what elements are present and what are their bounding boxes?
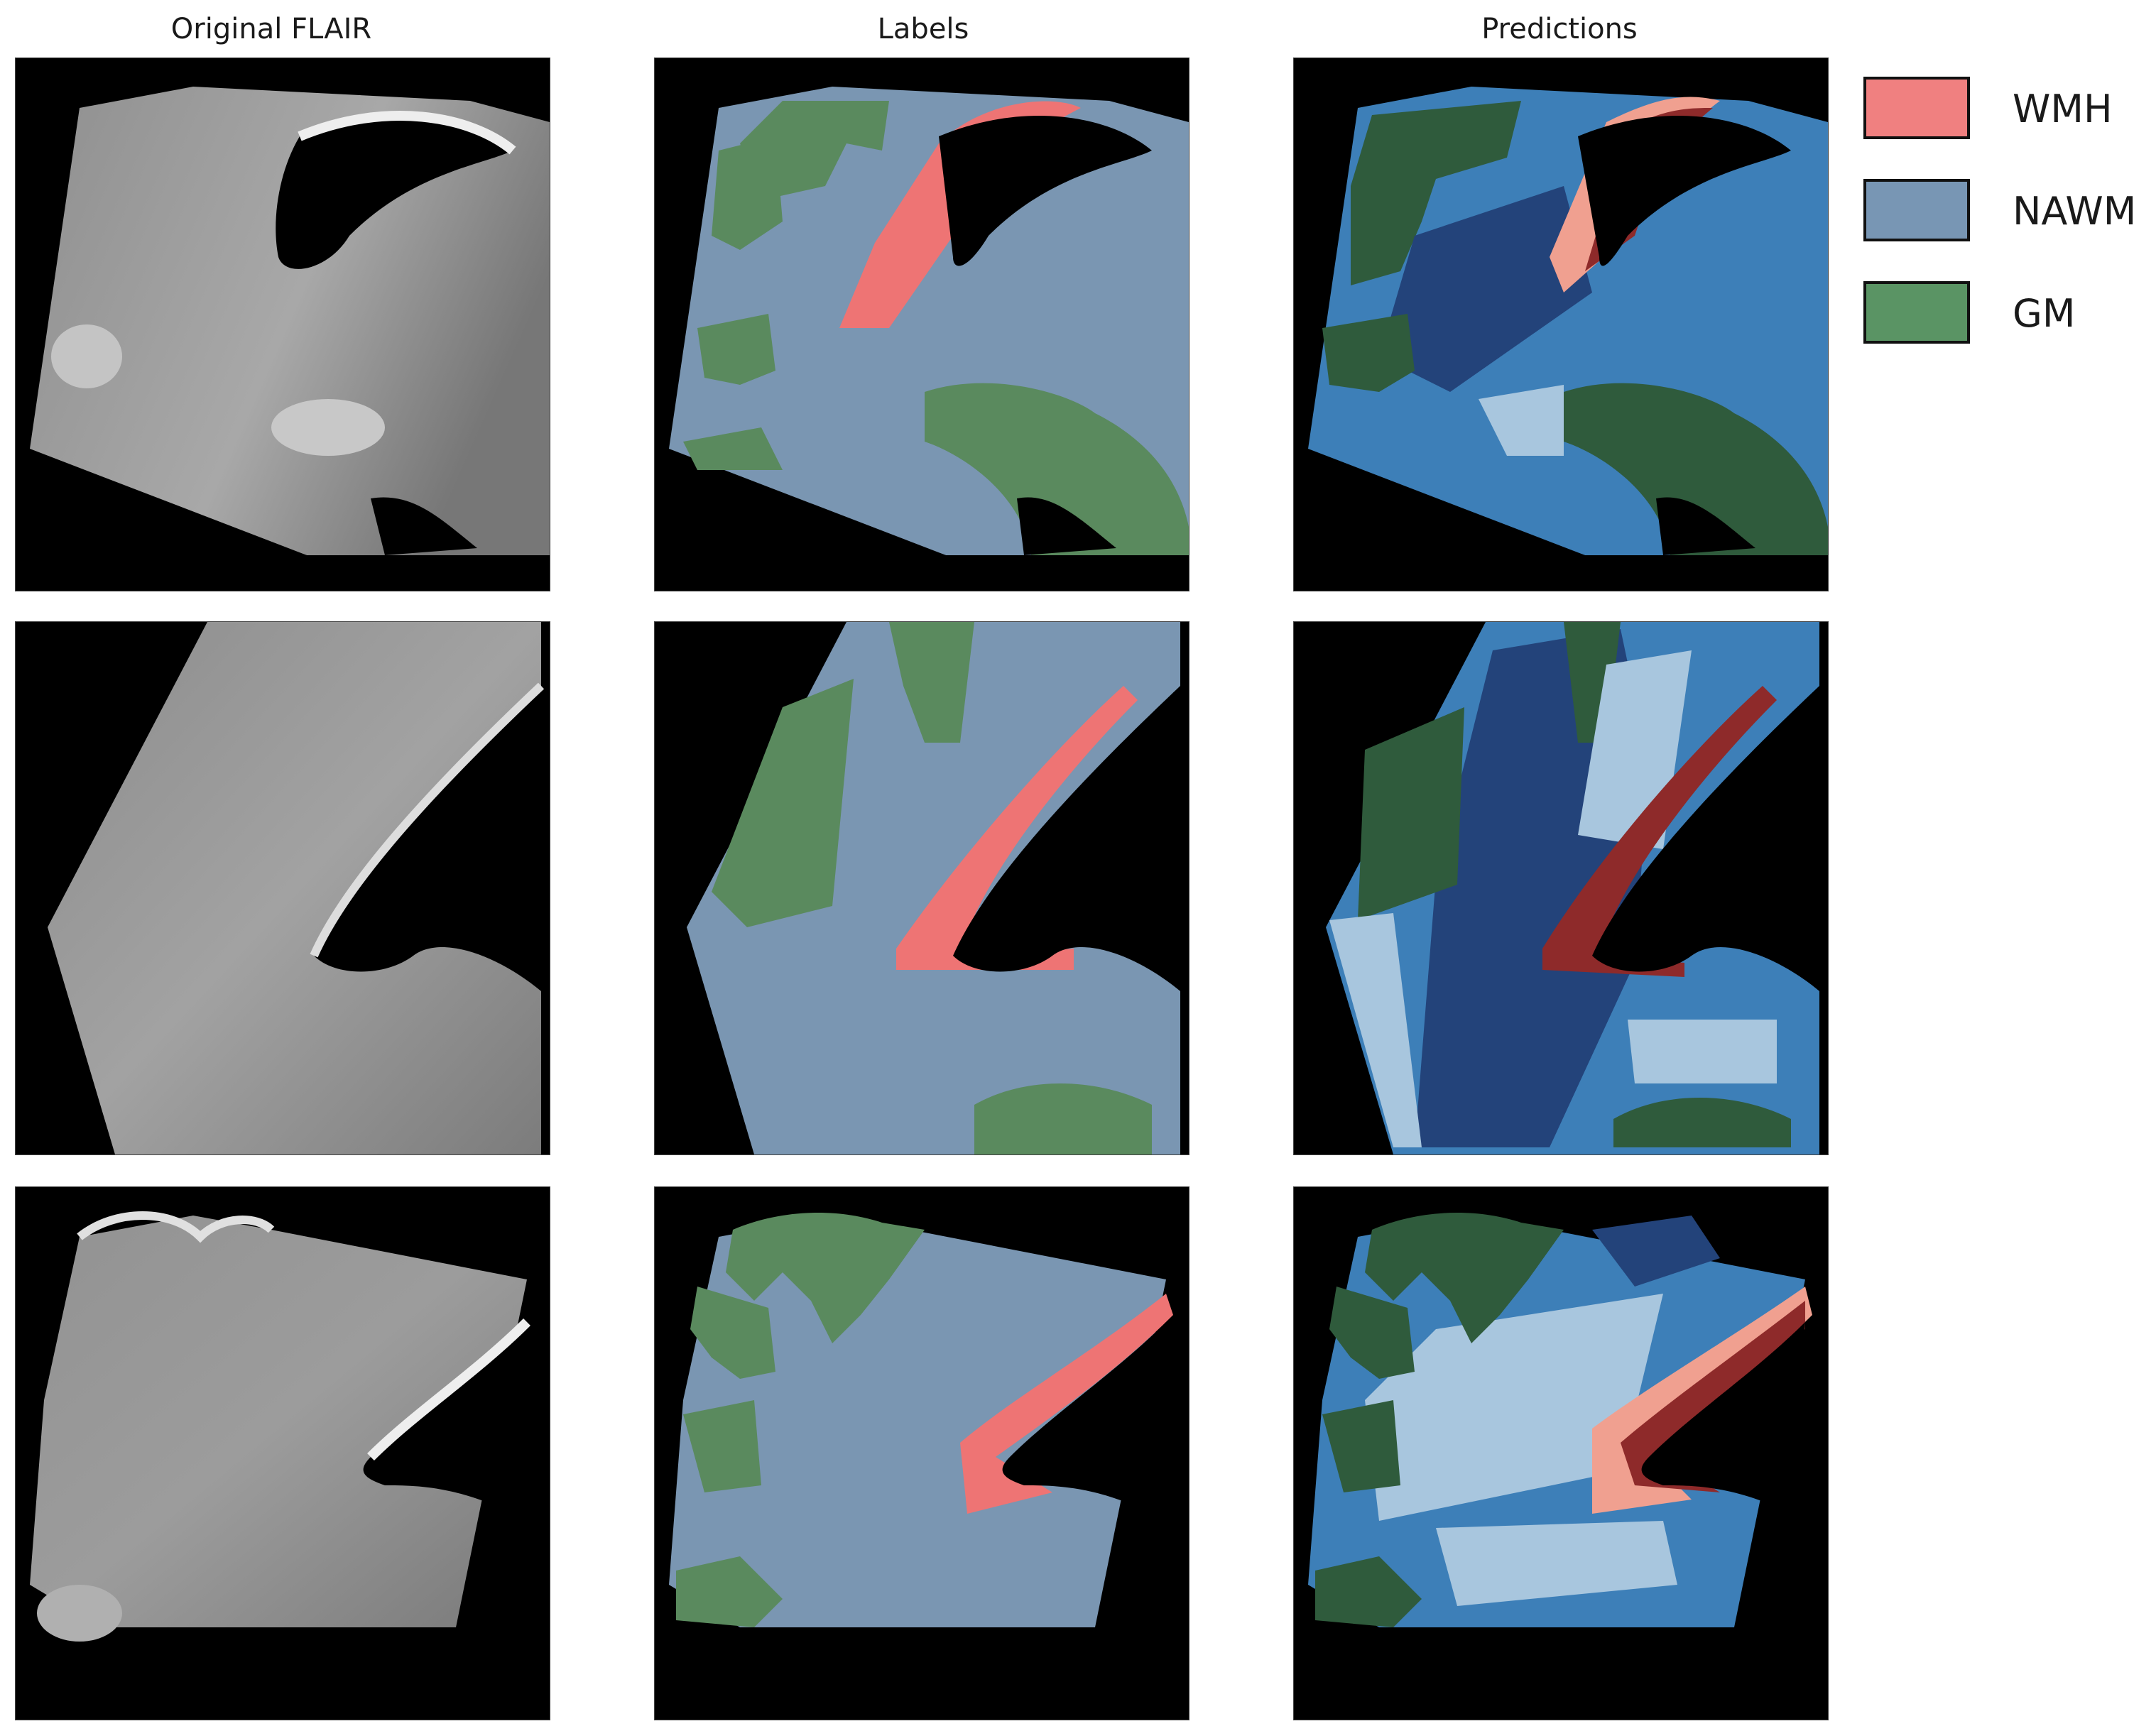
legend-swatch-wmh — [1863, 77, 1970, 139]
legend-label-nawm: NAWM — [2013, 189, 2137, 234]
prediction-image-row-3 — [1293, 1186, 1829, 1720]
column-title-predictions: Predictions — [1481, 13, 1638, 45]
legend-swatch-gm — [1863, 281, 1970, 344]
legend-label-gm: GM — [2013, 291, 2076, 336]
label-image-row-2 — [654, 621, 1189, 1155]
flair-image-row-3 — [15, 1186, 550, 1720]
prediction-image-row-1 — [1293, 58, 1829, 591]
legend-label-wmh: WMH — [2013, 87, 2113, 131]
flair-image-row-1 — [15, 58, 550, 591]
flair-image-row-2 — [15, 621, 550, 1155]
column-title-labels: Labels — [877, 13, 969, 45]
label-image-row-3 — [654, 1186, 1189, 1720]
column-title-original-flair: Original FLAIR — [170, 13, 372, 45]
label-image-row-1 — [654, 58, 1189, 591]
legend-swatch-nawm — [1863, 179, 1970, 241]
prediction-image-row-2 — [1293, 621, 1829, 1155]
